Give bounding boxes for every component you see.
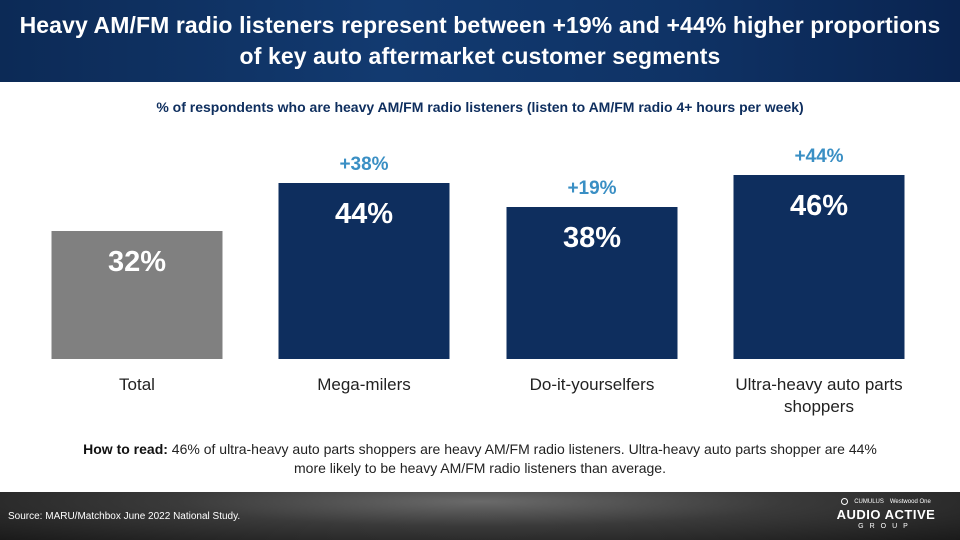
chart-subtitle: % of respondents who are heavy AM/FM rad… (156, 99, 804, 115)
bar (506, 207, 678, 359)
logo-cumulus-text: CUMULUS (854, 498, 884, 505)
index-label: +38% (339, 154, 388, 175)
logo-main-text: AUDIO ACTIVE (836, 507, 936, 522)
bar-value-label: 44% (335, 198, 393, 230)
bar-value-label: 32% (108, 246, 166, 278)
bar (278, 183, 450, 359)
category-label: shoppers (784, 397, 854, 416)
title-banner: Heavy AM/FM radio listeners represent be… (0, 0, 960, 82)
index-label: +44% (794, 146, 843, 167)
logo-sub-text: GROUP (858, 523, 914, 530)
footer-bar: Source: MARU/Matchbox June 2022 National… (0, 492, 960, 540)
audio-active-group-logo: CUMULUS Westwood One AUDIO ACTIVE GROUP (826, 498, 946, 530)
page-title: Heavy AM/FM radio listeners represent be… (19, 12, 941, 69)
bar-value-label: 38% (563, 222, 621, 254)
index-label: +19% (567, 178, 616, 199)
category-label: Total (119, 375, 155, 394)
bar-value-label: 46% (790, 190, 848, 222)
bar (51, 231, 223, 359)
source-note: Source: MARU/Matchbox June 2022 National… (8, 511, 241, 522)
logo-westwood-text: Westwood One (889, 498, 931, 505)
category-label: Do-it-yourselfers (530, 375, 655, 394)
bar-chart: 32% Total 44% +38% Mega-milers 38% +19% Do-it-y… (51, 146, 905, 416)
cumulus-icon (841, 498, 849, 505)
how-to-read-note: How to read: 46% of ultra-heavy auto par… (80, 440, 880, 478)
how-to-read-text: 46% of ultra-heavy auto parts shoppers a… (167, 441, 877, 476)
category-label: Mega-milers (317, 375, 411, 394)
category-label: Ultra-heavy auto parts (735, 375, 902, 394)
bar (733, 175, 905, 359)
logo-partners: CUMULUS Westwood One (826, 498, 946, 505)
how-to-read-label: How to read: (83, 441, 168, 457)
